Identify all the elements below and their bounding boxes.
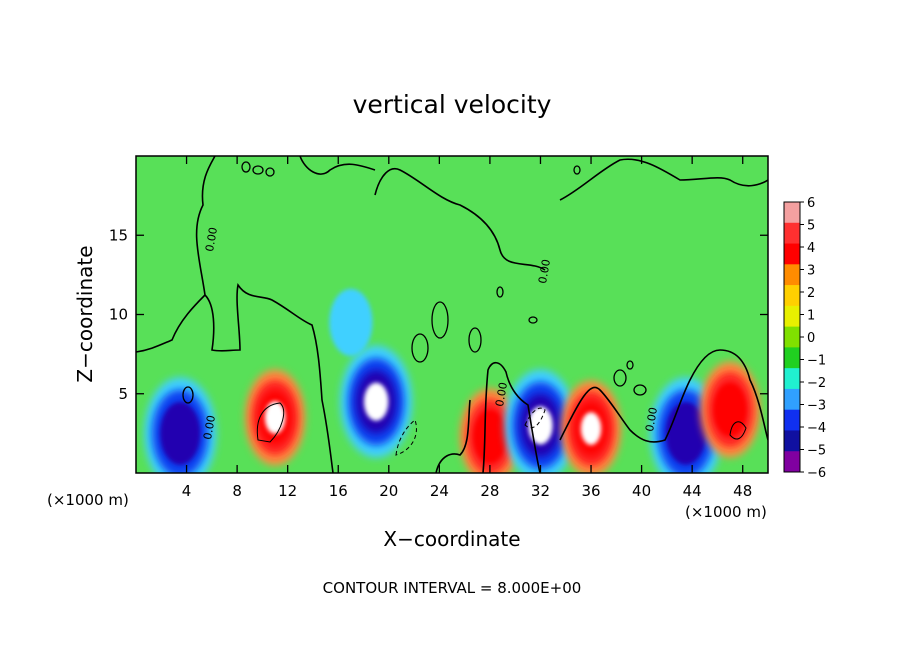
- colorbar-swatch-8: [784, 368, 800, 390]
- colorbar-swatch-12: [784, 451, 800, 473]
- colorbar-swatch-1: [784, 222, 800, 245]
- x-tick-label-44: 44: [683, 482, 702, 500]
- x-tick-label-48: 48: [733, 482, 752, 500]
- contour-interval-note: CONTOUR INTERVAL = 8.000E+00: [323, 579, 582, 597]
- colorbar-swatch-10: [784, 409, 800, 431]
- colorbar-label-0: 6: [807, 196, 815, 211]
- colorbar-swatch-5: [784, 305, 800, 328]
- x-tick-label-12: 12: [278, 482, 297, 500]
- colorbar-label-6: 0: [807, 331, 815, 346]
- x-tick-label-16: 16: [329, 482, 348, 500]
- colorbar-label-5: 1: [807, 309, 815, 324]
- x-unit-left: (×1000 m): [47, 491, 129, 509]
- colorbar-swatch-7: [784, 347, 800, 369]
- y-tick-label-15: 15: [109, 226, 128, 244]
- colorbar-label-1: 5: [807, 219, 815, 234]
- velocity-core-6: [700, 361, 761, 458]
- x-axis-label: X−coordinate: [383, 527, 520, 551]
- x-tick-label-28: 28: [480, 482, 499, 500]
- contour-labels: 0.00 0.00 0.00 0.00 0.00: [201, 226, 660, 440]
- colorbar-swatch-9: [784, 388, 800, 411]
- velocity-core-0: [245, 369, 306, 466]
- x-tick-label-32: 32: [531, 482, 550, 500]
- colorbar-label-8: −2: [807, 376, 826, 391]
- x-unit-right: (×1000 m): [685, 503, 767, 521]
- colorbar-swatch-3: [784, 264, 800, 286]
- contour-label-2: 0.00: [201, 414, 218, 440]
- velocity-core-7: [144, 377, 217, 473]
- colorbar-label-7: −1: [807, 354, 826, 369]
- chart-title: vertical velocity: [353, 90, 552, 119]
- x-tick-label-36: 36: [581, 482, 600, 500]
- colorbar-label-3: 3: [807, 264, 815, 279]
- colorbar: 6 5 4 3 2 1 0 −1 −2 −3 −4 −5 −6: [783, 196, 826, 481]
- x-tick-label-40: 40: [632, 482, 651, 500]
- colorbar-label-2: 4: [807, 241, 815, 256]
- y-tick-label-10: 10: [109, 306, 128, 324]
- colorbar-label-4: 2: [807, 286, 815, 301]
- velocity-core-8: [329, 288, 373, 357]
- colorbar-swatch-0: [784, 202, 800, 224]
- colorbar-swatch-2: [784, 243, 800, 265]
- velocity-field: [144, 288, 761, 473]
- x-tick-label-4: 4: [182, 482, 192, 500]
- contour-label-3: 0.00: [536, 258, 553, 284]
- colorbar-label-9: −3: [807, 399, 826, 414]
- x-tick-label-20: 20: [379, 482, 398, 500]
- y-axis: 5 10 15: [109, 226, 768, 403]
- contour-islands: [182, 161, 647, 404]
- x-tick-label-24: 24: [430, 482, 449, 500]
- core-contours: [256, 402, 747, 456]
- x-axis: 4 8 12 16 20 24 28 32 36 40 44 48: [182, 156, 752, 500]
- colorbar-swatch-4: [784, 285, 800, 307]
- velocity-core-2: [459, 388, 520, 473]
- colorbar-swatch-11: [784, 430, 800, 452]
- colorbar-label-11: −5: [807, 444, 826, 459]
- colorbar-label-10: −4: [807, 421, 826, 436]
- colorbar-swatch-6: [784, 326, 800, 348]
- velocity-core-1: [340, 345, 413, 458]
- contour-label-0: 0.00: [203, 226, 220, 252]
- velocity-core-4: [561, 380, 622, 473]
- contour-label-4: 0.00: [643, 406, 660, 432]
- y-tick-label-5: 5: [118, 385, 128, 403]
- plot-area: 0.00 0.00 0.00 0.00 0.00: [136, 156, 768, 473]
- contour-label-1: 0.00: [493, 381, 510, 407]
- y-axis-label: Z−coordinate: [73, 245, 97, 382]
- x-tick-label-8: 8: [232, 482, 242, 500]
- zero-contour: [136, 156, 768, 473]
- colorbar-label-12: −6: [807, 466, 826, 481]
